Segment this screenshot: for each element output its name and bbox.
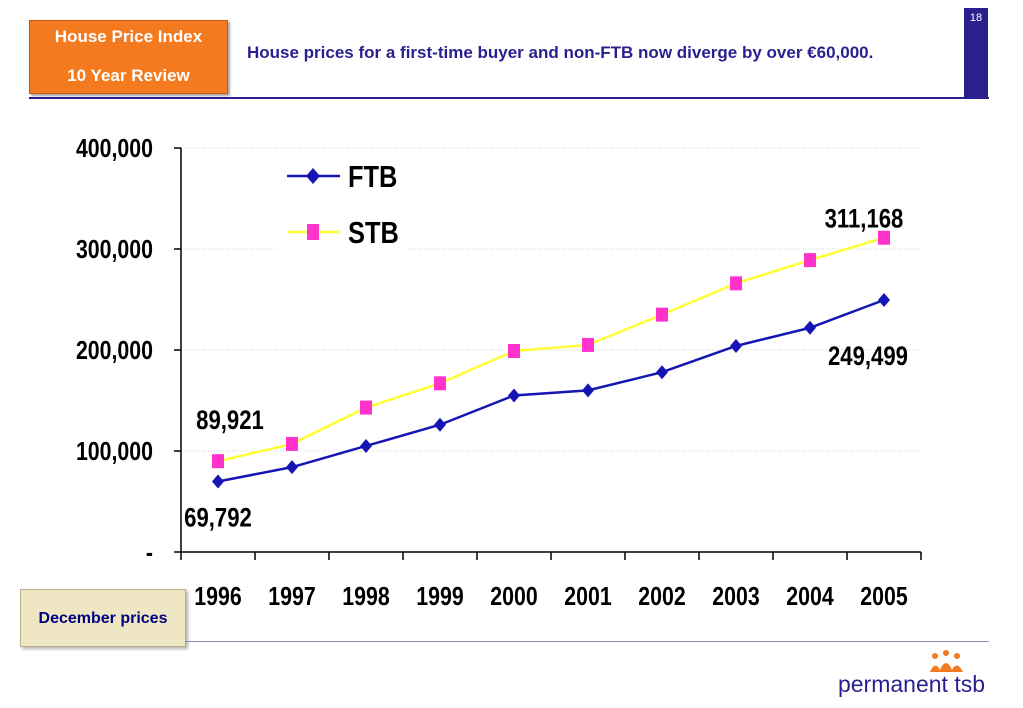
header-divider: [29, 97, 989, 99]
x-tick-label: 2005: [860, 582, 907, 612]
x-tick-label: 2004: [786, 582, 834, 612]
point-ftb: [434, 417, 446, 432]
point-stb: [878, 230, 890, 245]
y-tick-label: 300,000: [76, 235, 153, 265]
data-label: 311,168: [825, 205, 904, 235]
x-tick-label: 1996: [194, 582, 241, 612]
point-stb: [582, 337, 594, 352]
y-tick-label: 400,000: [76, 134, 153, 164]
x-tick-label: 1999: [416, 582, 463, 612]
point-ftb: [360, 438, 372, 453]
point-stb: [656, 307, 668, 322]
company-logo: permanent tsb: [835, 648, 985, 700]
point-ftb: [804, 320, 816, 335]
point-stb: [508, 344, 520, 359]
point-stb: [286, 436, 298, 451]
point-stb: [730, 276, 742, 291]
line-chart: - 100,000 200,000 300,000 400,000 1996 1997 199…: [76, 134, 922, 612]
page-number: 18: [969, 12, 983, 24]
point-stb: [212, 454, 224, 469]
legend-label: STB: [348, 216, 399, 251]
y-tick-label: 200,000: [76, 336, 153, 366]
x-tick-label: 1998: [342, 582, 389, 612]
data-label: 89,921: [196, 406, 264, 436]
point-ftb: [582, 383, 594, 398]
legend-box: [277, 152, 409, 252]
x-tick-label: 2001: [564, 582, 611, 612]
legend-marker-ftb: [306, 168, 320, 184]
point-stb: [360, 400, 372, 415]
point-ftb: [878, 293, 890, 308]
point-stb: [434, 376, 446, 391]
badge-subtitle: 10 Year Review: [67, 66, 190, 85]
x-tick-label: 2000: [490, 582, 537, 612]
badge-title: House Price Index: [54, 27, 203, 46]
point-ftb: [730, 338, 742, 353]
point-ftb: [656, 365, 668, 380]
series-line-stb: [217, 236, 885, 463]
footer-divider: [185, 641, 989, 642]
section-badge: House Price Index 10 Year Review: [29, 20, 228, 94]
legend-marker-stb: [307, 224, 319, 240]
slide-headline: House prices for a first-time buyer and …: [247, 43, 874, 62]
logo-wordmark: permanent tsb: [837, 671, 985, 697]
data-label: 69,792: [184, 504, 252, 534]
x-tick-label: 1997: [268, 582, 315, 612]
x-tick-label: 2002: [638, 582, 685, 612]
point-stb: [804, 253, 816, 268]
series-line-ftb: [217, 298, 885, 483]
flame-people-icon: [930, 650, 963, 672]
page-number-bar: 18: [964, 8, 988, 98]
point-ftb: [212, 474, 224, 489]
legend-label: FTB: [348, 160, 397, 195]
point-ftb: [286, 460, 298, 475]
y-tick-label: -: [146, 538, 153, 568]
x-tick-label: 2003: [712, 582, 759, 612]
december-prices-note: December prices: [20, 589, 186, 647]
y-tick-label: 100,000: [76, 437, 153, 467]
data-label: 249,499: [828, 342, 908, 372]
point-ftb: [508, 388, 520, 403]
